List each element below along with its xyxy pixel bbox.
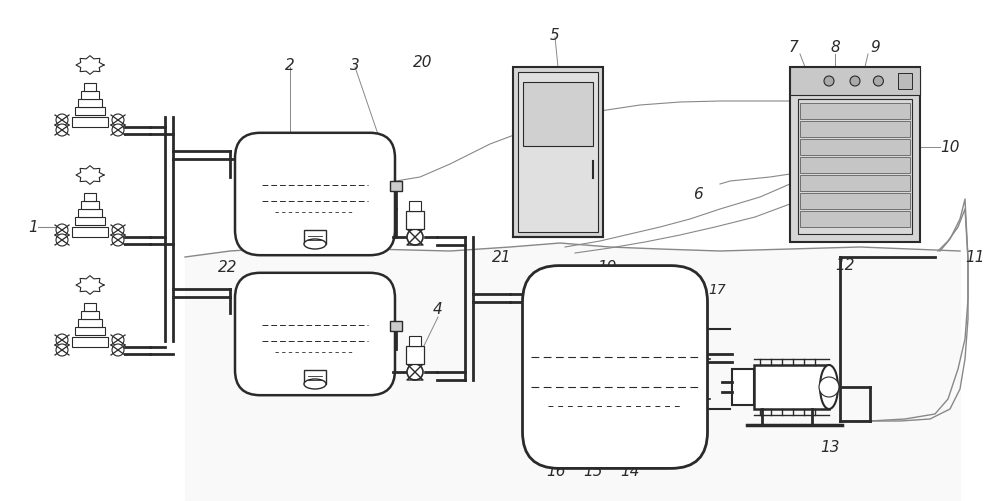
Text: 10: 10 — [940, 140, 959, 155]
Circle shape — [56, 344, 68, 356]
Bar — [790, 68, 920, 96]
Polygon shape — [76, 276, 104, 295]
Bar — [406, 346, 424, 364]
Circle shape — [56, 125, 68, 137]
Text: 17: 17 — [708, 283, 726, 297]
Text: 3: 3 — [350, 58, 360, 73]
Circle shape — [873, 77, 883, 87]
Circle shape — [112, 334, 124, 346]
Bar — [78, 100, 102, 108]
Polygon shape — [76, 166, 104, 185]
Bar — [898, 74, 912, 90]
Text: 8: 8 — [830, 40, 840, 55]
Bar — [513, 68, 603, 237]
Text: 7: 7 — [788, 40, 798, 55]
Bar — [518, 73, 598, 232]
Bar — [800, 193, 910, 209]
Text: 1: 1 — [28, 220, 38, 235]
Text: 15: 15 — [583, 463, 603, 478]
Bar — [81, 312, 99, 319]
Polygon shape — [407, 229, 423, 245]
Bar — [800, 211, 910, 227]
Circle shape — [56, 224, 68, 236]
Bar — [75, 108, 105, 116]
Bar — [84, 84, 96, 92]
Bar — [800, 158, 910, 174]
Text: 11: 11 — [965, 250, 984, 265]
Ellipse shape — [820, 365, 838, 409]
Bar — [800, 122, 910, 138]
Circle shape — [112, 344, 124, 356]
Bar — [304, 370, 326, 384]
Bar — [390, 182, 402, 191]
FancyBboxPatch shape — [522, 266, 708, 468]
Bar — [81, 201, 99, 209]
Bar — [790, 68, 920, 242]
Text: 20: 20 — [413, 55, 433, 70]
Text: 9: 9 — [870, 40, 880, 55]
Text: 13: 13 — [820, 439, 840, 454]
Circle shape — [824, 77, 834, 87]
Bar — [78, 319, 102, 327]
Text: 12: 12 — [835, 258, 855, 273]
Bar — [304, 230, 326, 244]
Circle shape — [112, 224, 124, 236]
Bar — [75, 217, 105, 225]
Text: 4: 4 — [433, 302, 443, 317]
FancyBboxPatch shape — [235, 134, 395, 256]
Text: 14: 14 — [620, 463, 640, 478]
Circle shape — [112, 125, 124, 137]
Bar — [523, 83, 593, 147]
Bar — [798, 100, 912, 234]
FancyBboxPatch shape — [235, 273, 395, 395]
Text: 19: 19 — [597, 260, 617, 275]
Ellipse shape — [304, 239, 326, 249]
Bar — [800, 140, 910, 156]
Text: 6: 6 — [693, 187, 703, 202]
Bar — [732, 369, 754, 405]
Circle shape — [56, 234, 68, 246]
Bar — [406, 211, 424, 229]
Text: 16: 16 — [546, 463, 566, 478]
Text: 22: 22 — [218, 260, 238, 275]
Circle shape — [850, 77, 860, 87]
Text: 18: 18 — [677, 283, 695, 297]
Bar — [72, 337, 108, 347]
Circle shape — [819, 377, 839, 397]
Bar — [800, 176, 910, 191]
Circle shape — [407, 364, 423, 380]
Bar — [409, 336, 421, 346]
Bar — [800, 104, 910, 120]
Circle shape — [56, 115, 68, 127]
Bar — [84, 304, 96, 312]
Text: 2: 2 — [285, 58, 295, 73]
Text: 21: 21 — [492, 250, 512, 265]
Polygon shape — [76, 57, 104, 75]
Bar — [409, 201, 421, 211]
Bar — [78, 209, 102, 217]
Circle shape — [112, 234, 124, 246]
Bar — [72, 118, 108, 128]
Bar — [84, 193, 96, 201]
Bar — [72, 227, 108, 237]
Ellipse shape — [304, 379, 326, 389]
Bar — [754, 365, 829, 409]
Bar — [81, 92, 99, 100]
Bar — [390, 321, 402, 331]
Text: 5: 5 — [550, 28, 560, 43]
Circle shape — [112, 115, 124, 127]
Bar — [75, 327, 105, 335]
Circle shape — [407, 229, 423, 245]
Circle shape — [56, 334, 68, 346]
Polygon shape — [407, 364, 423, 380]
